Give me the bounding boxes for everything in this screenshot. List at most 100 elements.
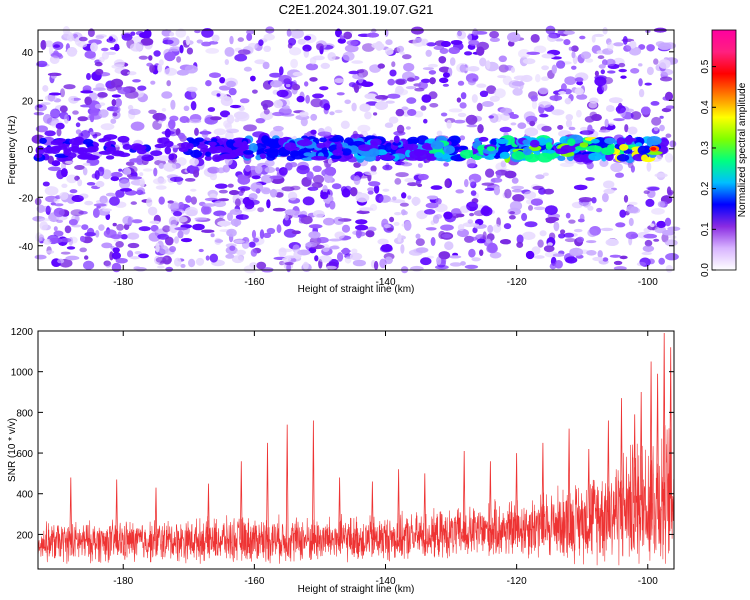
snr-spike xyxy=(662,332,666,529)
noise-speckle xyxy=(538,187,547,195)
noise-speckle xyxy=(399,202,409,207)
noise-speckle xyxy=(629,40,637,49)
noise-speckle xyxy=(63,31,74,39)
signal-blob xyxy=(453,146,460,151)
noise-speckle xyxy=(579,35,586,40)
noise-speckle xyxy=(313,210,325,218)
noise-speckle xyxy=(668,191,673,196)
noise-speckle xyxy=(228,87,237,96)
noise-speckle xyxy=(357,231,366,237)
y-tick-label: 200 xyxy=(16,530,33,541)
noise-speckle xyxy=(420,257,432,266)
noise-speckle xyxy=(548,32,561,39)
noise-speckle xyxy=(522,58,536,65)
colorbar: 0.0 0.1 0.2 0.3 0.4 0.5 Normalized spectral a… xyxy=(700,29,748,277)
signal-blob xyxy=(180,142,191,149)
noise-speckle xyxy=(201,41,212,47)
noise-speckle xyxy=(249,262,258,268)
snr-spike xyxy=(607,420,610,538)
noise-speckle xyxy=(643,190,650,195)
noise-speckle xyxy=(395,172,409,178)
signal-blob xyxy=(63,148,72,156)
noise-speckle xyxy=(98,109,109,118)
noise-speckle xyxy=(66,174,78,184)
noise-speckle xyxy=(600,69,605,75)
noise-speckle xyxy=(201,129,209,139)
noise-speckle xyxy=(500,160,506,168)
noise-speckle xyxy=(279,66,284,76)
noise-speckle xyxy=(342,51,355,61)
noise-speckle xyxy=(120,188,132,192)
noise-speckle xyxy=(367,190,374,195)
noise-speckle xyxy=(194,29,201,34)
noise-speckle xyxy=(236,111,250,122)
snr-spike xyxy=(312,420,315,554)
noise-speckle xyxy=(237,175,251,185)
noise-speckle xyxy=(278,107,292,116)
noise-speckle xyxy=(468,39,480,46)
noise-speckle xyxy=(511,189,523,193)
noise-speckle xyxy=(72,110,79,115)
noise-speckle xyxy=(574,87,584,95)
noise-speckle xyxy=(497,75,507,79)
noise-speckle xyxy=(168,119,176,130)
noise-speckle xyxy=(61,168,68,178)
noise-speckle xyxy=(406,97,417,104)
noise-speckle xyxy=(375,101,388,110)
noise-speckle xyxy=(235,249,246,256)
signal-blob xyxy=(637,145,649,155)
noise-speckle xyxy=(620,75,627,79)
noise-speckle xyxy=(90,42,98,52)
noise-speckle xyxy=(466,124,478,128)
y-tick-label: 600 xyxy=(16,449,33,460)
noise-speckle xyxy=(201,229,215,233)
noise-speckle xyxy=(600,227,614,232)
signal-blob xyxy=(150,150,163,157)
noise-speckle xyxy=(576,236,584,243)
noise-speckle xyxy=(541,76,550,81)
noise-speckle xyxy=(324,166,337,176)
noise-speckle xyxy=(178,132,185,139)
noise-speckle xyxy=(423,118,428,124)
noise-speckle xyxy=(130,121,145,131)
noise-speckle xyxy=(385,39,393,46)
signal-blob xyxy=(545,137,553,145)
noise-speckle xyxy=(516,241,524,248)
noise-speckle xyxy=(111,94,121,98)
noise-speckle xyxy=(453,119,466,124)
noise-speckle xyxy=(304,132,313,136)
noise-speckle xyxy=(307,186,319,191)
noise-speckle xyxy=(135,31,145,36)
noise-speckle xyxy=(541,65,549,71)
noise-speckle xyxy=(460,261,466,266)
noise-speckle xyxy=(36,60,48,68)
noise-speckle xyxy=(78,36,88,42)
signal-blob xyxy=(105,155,115,160)
noise-speckle xyxy=(205,255,210,261)
noise-speckle xyxy=(630,206,639,213)
noise-speckle xyxy=(533,45,547,54)
snr-spike xyxy=(266,442,269,554)
noise-speckle xyxy=(618,62,626,68)
noise-speckle xyxy=(344,44,359,53)
noise-speckle xyxy=(424,209,436,215)
noise-speckle xyxy=(284,262,294,266)
noise-speckle xyxy=(467,236,478,241)
noise-speckle xyxy=(52,41,64,50)
noise-speckle xyxy=(323,103,331,111)
noise-speckle xyxy=(549,263,557,270)
noise-speckle xyxy=(531,246,541,255)
noise-speckle xyxy=(263,33,275,41)
noise-speckle xyxy=(147,206,158,216)
noise-speckle xyxy=(98,224,105,231)
noise-speckle xyxy=(327,158,333,165)
noise-speckle xyxy=(561,83,567,92)
noise-speckle xyxy=(448,108,463,113)
noise-speckle xyxy=(115,98,122,107)
noise-speckle xyxy=(657,42,672,50)
noise-speckle xyxy=(234,239,245,244)
noise-speckle xyxy=(109,251,114,261)
signal-blob xyxy=(104,141,112,148)
noise-speckle xyxy=(184,64,198,74)
noise-speckle xyxy=(323,217,335,226)
